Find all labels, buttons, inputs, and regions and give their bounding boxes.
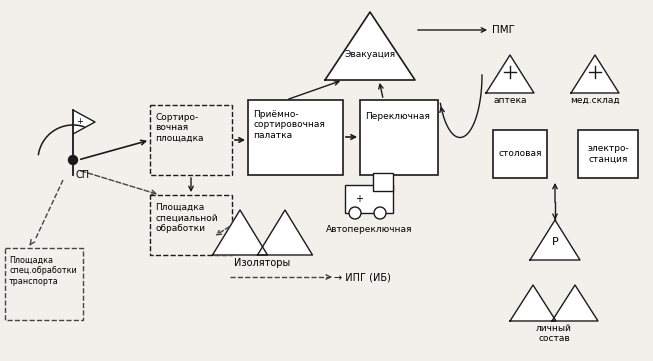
Polygon shape (212, 210, 268, 255)
Text: электро-
станция: электро- станция (587, 144, 629, 164)
Polygon shape (73, 110, 95, 134)
Text: Изоляторы: Изоляторы (234, 258, 291, 268)
Circle shape (349, 207, 361, 219)
Text: личный
состав: личный состав (536, 324, 572, 343)
Text: ПМГ: ПМГ (492, 25, 515, 35)
Text: Эвакуация: Эвакуация (344, 50, 396, 58)
Bar (150, 195, 232, 255)
Text: Приёмно-
сортировочная
палатка: Приёмно- сортировочная палатка (253, 110, 325, 140)
Bar (5, 248, 83, 320)
Text: СП: СП (75, 170, 89, 180)
Bar (373, 173, 393, 191)
Polygon shape (530, 220, 580, 260)
Text: Автопереключная: Автопереключная (326, 225, 412, 234)
Bar (248, 100, 343, 175)
Bar (345, 185, 393, 213)
Text: Площадка
специальной
обработки: Площадка специальной обработки (155, 203, 217, 233)
Text: мед.склад: мед.склад (570, 96, 620, 105)
Bar (150, 105, 232, 175)
Circle shape (69, 156, 78, 165)
Polygon shape (552, 285, 598, 321)
Text: +: + (355, 194, 363, 204)
Text: → ИПГ (ИБ): → ИПГ (ИБ) (334, 272, 391, 282)
Text: +: + (76, 117, 84, 126)
Text: Площадка
спец.обработки
транспорта: Площадка спец.обработки транспорта (9, 256, 77, 286)
Polygon shape (486, 55, 534, 93)
Text: Переключная: Переключная (365, 112, 430, 121)
Circle shape (374, 207, 386, 219)
Polygon shape (571, 55, 619, 93)
Text: Сортиро-
вочная
площадка: Сортиро- вочная площадка (155, 113, 204, 143)
Bar (360, 100, 438, 175)
Bar (493, 130, 547, 178)
Text: аптека: аптека (493, 96, 527, 105)
Polygon shape (510, 285, 556, 321)
Text: Р: Р (552, 237, 558, 247)
Polygon shape (257, 210, 313, 255)
Polygon shape (325, 12, 415, 80)
Bar (578, 130, 638, 178)
Text: столовая: столовая (498, 149, 542, 158)
